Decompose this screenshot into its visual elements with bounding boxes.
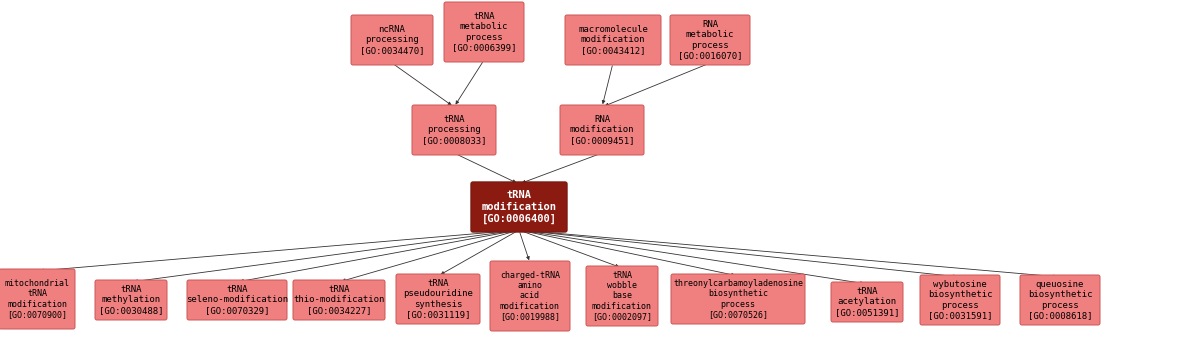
Text: ncRNA
processing
[GO:0034470]: ncRNA processing [GO:0034470]	[360, 25, 425, 55]
FancyBboxPatch shape	[490, 261, 570, 331]
Text: tRNA
wobble
base
modification
[GO:0002097]: tRNA wobble base modification [GO:000209…	[592, 271, 652, 321]
FancyBboxPatch shape	[671, 274, 805, 324]
FancyBboxPatch shape	[586, 266, 658, 326]
Text: macromolecule
modification
[GO:0043412]: macromolecule modification [GO:0043412]	[579, 25, 648, 55]
Text: RNA
modification
[GO:0009451]: RNA modification [GO:0009451]	[570, 115, 634, 145]
FancyBboxPatch shape	[565, 15, 660, 65]
FancyBboxPatch shape	[351, 15, 433, 65]
FancyBboxPatch shape	[0, 269, 75, 329]
Text: threonylcarbamoyladenosine
biosynthetic
process
[GO:0070526]: threonylcarbamoyladenosine biosynthetic …	[672, 279, 802, 319]
FancyBboxPatch shape	[670, 15, 749, 65]
FancyBboxPatch shape	[472, 182, 567, 232]
FancyBboxPatch shape	[831, 282, 903, 322]
Text: RNA
metabolic
process
[GO:0016070]: RNA metabolic process [GO:0016070]	[677, 20, 742, 60]
Text: tRNA
methylation
[GO:0030488]: tRNA methylation [GO:0030488]	[99, 285, 164, 315]
FancyBboxPatch shape	[1020, 275, 1100, 325]
FancyBboxPatch shape	[920, 275, 1000, 325]
FancyBboxPatch shape	[411, 105, 496, 155]
Text: mitochondrial
tRNA
modification
[GO:0070900]: mitochondrial tRNA modification [GO:0070…	[5, 279, 70, 319]
Text: tRNA
processing
[GO:0008033]: tRNA processing [GO:0008033]	[422, 115, 486, 145]
FancyBboxPatch shape	[186, 280, 288, 320]
Text: tRNA
acetylation
[GO:0051391]: tRNA acetylation [GO:0051391]	[835, 287, 900, 317]
Text: tRNA
metabolic
process
[GO:0006399]: tRNA metabolic process [GO:0006399]	[452, 12, 516, 52]
FancyBboxPatch shape	[294, 280, 385, 320]
FancyBboxPatch shape	[444, 2, 525, 62]
Text: tRNA
pseudouridine
synthesis
[GO:0031119]: tRNA pseudouridine synthesis [GO:0031119…	[403, 279, 473, 319]
FancyBboxPatch shape	[561, 105, 644, 155]
Text: tRNA
modification
[GO:0006400]: tRNA modification [GO:0006400]	[481, 190, 557, 224]
Text: wybutosine
biosynthetic
process
[GO:0031591]: wybutosine biosynthetic process [GO:0031…	[928, 280, 992, 320]
Text: tRNA
seleno-modification
[GO:0070329]: tRNA seleno-modification [GO:0070329]	[186, 285, 288, 315]
Text: tRNA
thio-modification
[GO:0034227]: tRNA thio-modification [GO:0034227]	[294, 285, 385, 315]
FancyBboxPatch shape	[95, 280, 167, 320]
FancyBboxPatch shape	[396, 274, 480, 324]
Text: charged-tRNA
amino
acid
modification
[GO:0019988]: charged-tRNA amino acid modification [GO…	[500, 271, 561, 321]
Text: queuosine
biosynthetic
process
[GO:0008618]: queuosine biosynthetic process [GO:00086…	[1027, 280, 1092, 320]
